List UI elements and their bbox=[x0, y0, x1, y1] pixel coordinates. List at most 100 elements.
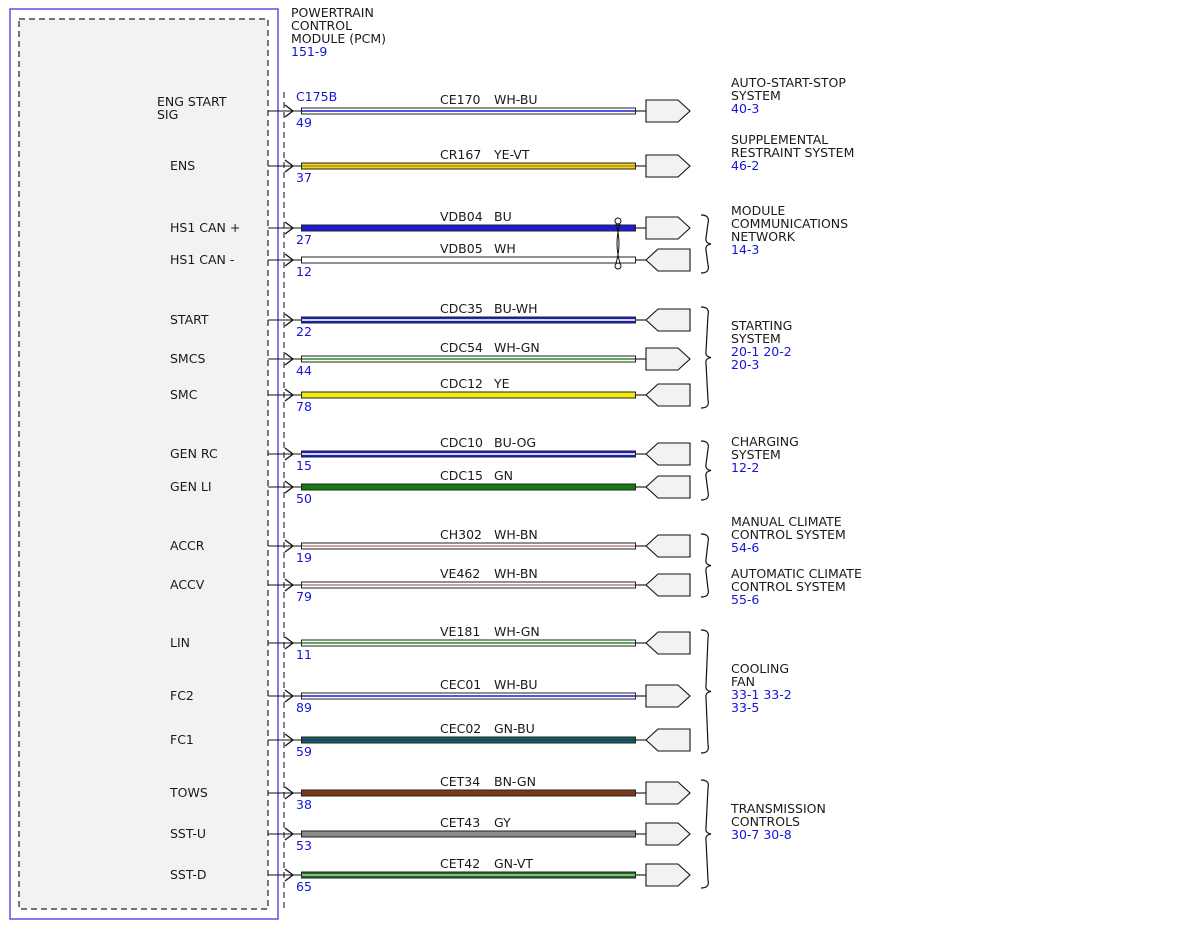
circuit-id[interactable]: VE181 bbox=[440, 624, 480, 639]
wire-stripe-color bbox=[302, 358, 635, 360]
wire-base-color bbox=[302, 831, 635, 837]
circuit-id[interactable]: CE170 bbox=[440, 92, 481, 107]
signal-label: LIN bbox=[170, 635, 190, 650]
signal-label: ACCR bbox=[170, 538, 205, 553]
destination-name: SYSTEM bbox=[731, 447, 781, 462]
circuit-id[interactable]: CET43 bbox=[440, 815, 480, 830]
wire-stripe-color bbox=[302, 319, 635, 321]
connector-terminal-icon bbox=[645, 822, 691, 846]
pin-arrow-icon bbox=[284, 827, 295, 841]
pin-arrow-icon bbox=[284, 480, 295, 494]
connector-terminal-icon bbox=[645, 573, 691, 597]
group-brace bbox=[700, 779, 712, 889]
twisted-pair-icon bbox=[614, 217, 622, 270]
wire-stripe-color bbox=[302, 545, 635, 547]
destination-name: MANUAL CLIMATE bbox=[731, 514, 842, 529]
circuit-id[interactable]: CDC35 bbox=[440, 301, 483, 316]
pin-arrow-icon bbox=[284, 786, 295, 800]
destination-ref[interactable]: 20-1 20-2 bbox=[731, 344, 792, 359]
pin-number: 37 bbox=[296, 170, 312, 185]
destination-ref[interactable]: 20-3 bbox=[731, 357, 759, 372]
destination-name: TRANSMISSION bbox=[730, 801, 826, 816]
wire-stripe-color bbox=[302, 165, 635, 167]
destination-name: COMMUNICATIONS bbox=[731, 216, 848, 231]
wire-row: HS1 CAN + VDB04 BU 27 bbox=[170, 209, 691, 247]
circuit-id[interactable]: VDB04 bbox=[440, 209, 483, 224]
pin-arrow-icon bbox=[284, 689, 295, 703]
group-brace bbox=[700, 440, 712, 501]
wire-base-color bbox=[302, 225, 635, 231]
wire-base-color bbox=[302, 392, 635, 398]
circuit-id[interactable]: CDC54 bbox=[440, 340, 483, 355]
circuit-id[interactable]: CET42 bbox=[440, 856, 480, 871]
connector-terminal-icon bbox=[645, 383, 691, 407]
connector-terminal-icon bbox=[645, 631, 691, 655]
destination-ref[interactable]: 46-2 bbox=[731, 158, 759, 173]
destination-ref[interactable]: 14-3 bbox=[731, 242, 759, 257]
wire-row: SMC CDC12 YE 78 bbox=[170, 376, 691, 414]
wire-stripe-color bbox=[302, 110, 635, 112]
signal-label: ENS bbox=[170, 158, 195, 173]
destination-ref[interactable]: 33-1 33-2 bbox=[731, 687, 792, 702]
wire-row: SST-D CET42 GN-VT 65 bbox=[170, 856, 691, 894]
connector-terminal-icon bbox=[645, 154, 691, 178]
wire-color-code: WH-BU bbox=[494, 92, 538, 107]
pin-number: 12 bbox=[296, 264, 312, 279]
pin-number: 49 bbox=[296, 115, 312, 130]
circuit-id[interactable]: CEC02 bbox=[440, 721, 481, 736]
destination-ref[interactable]: 12-2 bbox=[731, 460, 759, 475]
circuit-id[interactable]: CDC15 bbox=[440, 468, 483, 483]
destination-ref[interactable]: 30-7 30-8 bbox=[731, 827, 792, 842]
destination-name: COOLING bbox=[731, 661, 789, 676]
pin-arrow-icon bbox=[284, 868, 295, 882]
pin-number: 15 bbox=[296, 458, 312, 473]
signal-label: GEN RC bbox=[170, 446, 218, 461]
circuit-id[interactable]: CDC12 bbox=[440, 376, 483, 391]
wire-row: FC2 CEC01 WH-BU 89 bbox=[170, 677, 691, 715]
circuit-id[interactable]: CR167 bbox=[440, 147, 481, 162]
module-ref[interactable]: 151-9 bbox=[291, 44, 327, 59]
circuit-id[interactable]: CH302 bbox=[440, 527, 482, 542]
pin-number: 44 bbox=[296, 363, 312, 378]
pin-number: 78 bbox=[296, 399, 312, 414]
circuit-id[interactable]: CDC10 bbox=[440, 435, 483, 450]
circuit-id[interactable]: CET34 bbox=[440, 774, 480, 789]
wire-row: FC1 CEC02 GN-BU 59 bbox=[170, 721, 691, 759]
destination-ref[interactable]: 40-3 bbox=[731, 101, 759, 116]
wire-color-code: WH-GN bbox=[494, 340, 540, 355]
wire-row: SMCS CDC54 WH-GN 44 bbox=[170, 340, 691, 378]
destination-ref[interactable]: 54-6 bbox=[731, 540, 759, 555]
group-brace bbox=[700, 306, 712, 409]
pin-arrow-icon bbox=[284, 636, 295, 650]
connector-id[interactable]: C175B bbox=[296, 89, 337, 104]
wire-color-code: WH-GN bbox=[494, 624, 540, 639]
group-brace bbox=[700, 629, 712, 754]
module-title-line-1: POWERTRAIN bbox=[291, 5, 374, 20]
destination-name: STARTING bbox=[731, 318, 792, 333]
circuit-id[interactable]: VDB05 bbox=[440, 241, 483, 256]
module-title-line-3: MODULE (PCM) bbox=[291, 31, 386, 46]
circuit-id[interactable]: CEC01 bbox=[440, 677, 481, 692]
pin-number: 50 bbox=[296, 491, 312, 506]
wire-stripe-color bbox=[302, 642, 635, 644]
pin-arrow-icon bbox=[284, 313, 295, 327]
signal-label: SST-U bbox=[170, 826, 206, 841]
wire-color-code: BN-GN bbox=[494, 774, 536, 789]
connector-terminal-icon bbox=[645, 534, 691, 558]
module-title-line-2: CONTROL bbox=[291, 18, 352, 33]
destination-ref[interactable]: 33-5 bbox=[731, 700, 759, 715]
circuit-id[interactable]: VE462 bbox=[440, 566, 480, 581]
signal-label: GEN LI bbox=[170, 479, 212, 494]
signal-label: HS1 CAN - bbox=[170, 252, 234, 267]
wire-color-code: WH bbox=[494, 241, 516, 256]
connector-terminal-icon bbox=[645, 863, 691, 887]
destination-name: MODULE bbox=[731, 203, 785, 218]
wire-row: LIN VE181 WH-GN 11 bbox=[170, 624, 691, 662]
destination-ref[interactable]: 55-6 bbox=[731, 592, 759, 607]
signal-label: TOWS bbox=[169, 785, 208, 800]
